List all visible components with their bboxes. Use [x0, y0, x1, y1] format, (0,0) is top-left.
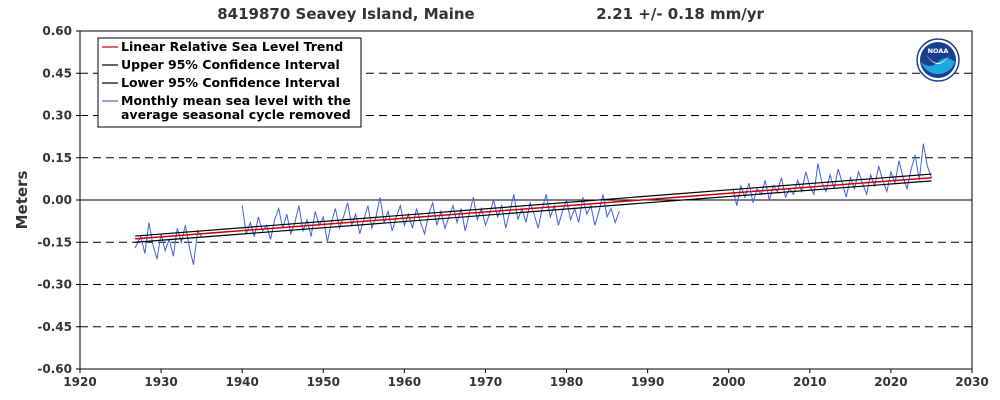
y-tick-label: -0.30 — [37, 278, 72, 292]
y-axis-label: Meters — [13, 171, 31, 230]
legend-label-monthly-line1: Monthly mean sea level with the — [121, 93, 351, 108]
grid-lines — [80, 72, 972, 328]
y-tick-label: 0.30 — [42, 109, 72, 123]
y-tick-label: -0.45 — [37, 320, 72, 334]
noaa-logo: NOAA — [916, 38, 960, 82]
legend-label-trend: Linear Relative Sea Level Trend — [121, 39, 343, 54]
chart-title: 8419870 Seavey Island, Maine — [217, 5, 474, 23]
legend-box — [97, 37, 362, 128]
noaa-logo-wave — [921, 58, 955, 75]
legend-label-upper: Upper 95% Confidence Interval — [121, 57, 340, 72]
x-tick-label: 2030 — [955, 375, 988, 389]
trend-line — [135, 177, 932, 240]
x-tick-label: 1960 — [388, 375, 421, 389]
y-tick-label: 0.45 — [42, 66, 72, 80]
noaa-logo-bird — [926, 54, 950, 64]
y-tick-label: 0.60 — [42, 24, 72, 38]
confidence-interval-line — [135, 180, 932, 243]
noaa-logo-text: NOAA — [928, 47, 949, 55]
x-axis-ticks: 1920 1930 1940 1950 1960 1970 1980 1990 2000 2010… — [63, 369, 989, 389]
trend-rate: 2.21 +/- 0.18 mm/yr — [596, 5, 764, 23]
x-tick-label: 2020 — [874, 375, 907, 389]
x-tick-label: 1950 — [307, 375, 340, 389]
legend: Linear Relative Sea Level Trend Upper 95… — [97, 37, 362, 128]
x-tick-label: 1990 — [631, 375, 664, 389]
x-tick-label: 2000 — [712, 375, 745, 389]
trend-lines — [135, 173, 932, 243]
x-tick-label: 1970 — [469, 375, 502, 389]
confidence-interval-line — [135, 173, 932, 237]
x-tick-label: 1930 — [144, 375, 177, 389]
y-tick-label: 0.00 — [42, 193, 72, 207]
x-tick-label: 1920 — [63, 375, 96, 389]
legend-label-monthly-line2: average seasonal cycle removed — [121, 107, 351, 122]
y-tick-label: -0.60 — [37, 362, 72, 376]
x-tick-label: 2010 — [793, 375, 826, 389]
legend-label-lower: Lower 95% Confidence Interval — [121, 75, 340, 90]
y-tick-label: 0.15 — [42, 151, 72, 165]
y-axis-ticks: -0.60 -0.45 -0.30 -0.15 0.00 0.15 0.30 0.45 0.60 — [37, 24, 80, 376]
x-tick-label: 1940 — [225, 375, 258, 389]
y-tick-label: -0.15 — [37, 235, 72, 249]
x-tick-label: 1980 — [550, 375, 583, 389]
legend-label-monthly: Monthly mean sea level with the average … — [121, 93, 355, 122]
